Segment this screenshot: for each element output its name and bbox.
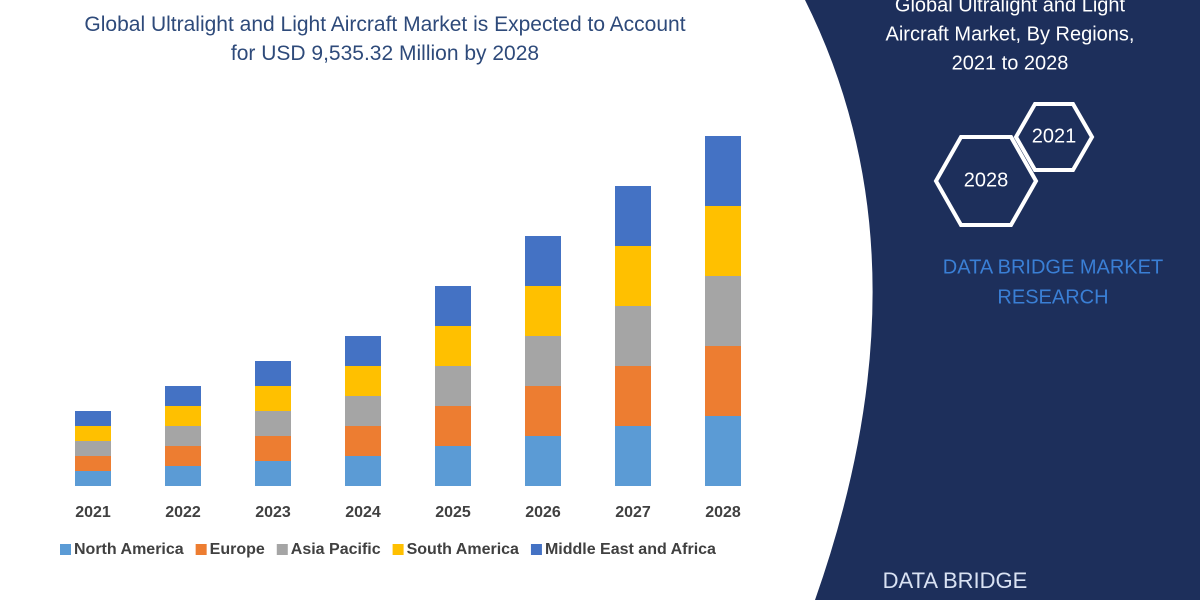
bar-segment — [255, 361, 291, 386]
bar-segment — [525, 386, 561, 436]
bar-segment — [255, 436, 291, 461]
x-tick-label: 2021 — [75, 504, 111, 521]
bar-segment — [705, 276, 741, 346]
panel-title: Global Ultralight and Light — [895, 0, 1126, 16]
bar-segment — [345, 396, 381, 426]
x-tick-label: 2028 — [705, 504, 741, 521]
bar-segment — [615, 306, 651, 366]
legend-swatch — [530, 544, 542, 555]
bar-segment — [165, 466, 201, 486]
bar-segment — [435, 326, 471, 366]
bar-segment — [255, 386, 291, 411]
bar-segment — [615, 426, 651, 486]
chart-title: Global Ultralight and Light Aircraft Mar… — [84, 13, 686, 65]
x-tick-label: 2026 — [525, 504, 561, 521]
bar-segment — [435, 366, 471, 406]
hexagon — [1013, 102, 1095, 172]
legend-label: South America — [407, 541, 519, 558]
brand-text: DATA BRIDGE MARKET — [943, 256, 1163, 278]
bar-segment — [75, 471, 111, 486]
x-tick-label: 2022 — [165, 504, 201, 521]
bar-segment — [75, 426, 111, 441]
brand-text: RESEARCH — [997, 286, 1108, 308]
x-tick-label: 2025 — [435, 504, 471, 521]
bar-segment — [435, 406, 471, 446]
side-panel-bg — [805, 0, 1200, 600]
bar-segment — [525, 286, 561, 336]
legend-swatch — [60, 544, 71, 555]
bar-segment — [615, 186, 651, 246]
x-tick-label: 2023 — [255, 504, 291, 521]
legend-swatch — [392, 544, 404, 555]
bar-segment — [165, 406, 201, 426]
legend-label: North America — [74, 541, 184, 558]
bar-segment — [705, 206, 741, 276]
bar-segment — [525, 436, 561, 486]
logo-text: DATA BRIDGE — [883, 568, 1028, 593]
x-tick-label: 2024 — [345, 504, 381, 521]
bar-segment — [345, 426, 381, 456]
bar-segment — [165, 386, 201, 406]
bar-segment — [525, 336, 561, 386]
bar-segment — [705, 136, 741, 206]
bar-segment — [435, 446, 471, 486]
bar-segment — [165, 426, 201, 446]
panel-title: 2021 to 2028 — [952, 52, 1069, 74]
bar-segment — [615, 246, 651, 306]
bar-segment — [435, 286, 471, 326]
legend-swatch — [276, 544, 288, 555]
bar-segment — [255, 461, 291, 486]
hexagon-label: 2028 — [964, 169, 1009, 191]
bar-segment — [345, 366, 381, 396]
panel-title: Aircraft Market, By Regions, — [886, 23, 1135, 45]
legend-label: Europe — [210, 541, 265, 558]
hexagon — [933, 135, 1039, 227]
legend-swatch — [195, 544, 207, 555]
bar-segment — [75, 411, 111, 426]
legend-label: Asia Pacific — [291, 541, 381, 558]
bar-segment — [165, 446, 201, 466]
bar-segment — [525, 236, 561, 286]
bar-segment — [705, 346, 741, 416]
bar-segment — [345, 456, 381, 486]
bar-segment — [705, 416, 741, 486]
legend-label: Middle East and Africa — [545, 541, 716, 558]
bar-segment — [345, 336, 381, 366]
bar-segment — [615, 366, 651, 426]
bar-segment — [75, 441, 111, 456]
bar-segment — [75, 456, 111, 471]
side-panel: Global Ultralight and Light Aircraft Mark… — [883, 0, 1164, 593]
hexagon-label: 2021 — [1032, 125, 1077, 147]
x-tick-label: 2027 — [615, 504, 651, 521]
bar-segment — [255, 411, 291, 436]
